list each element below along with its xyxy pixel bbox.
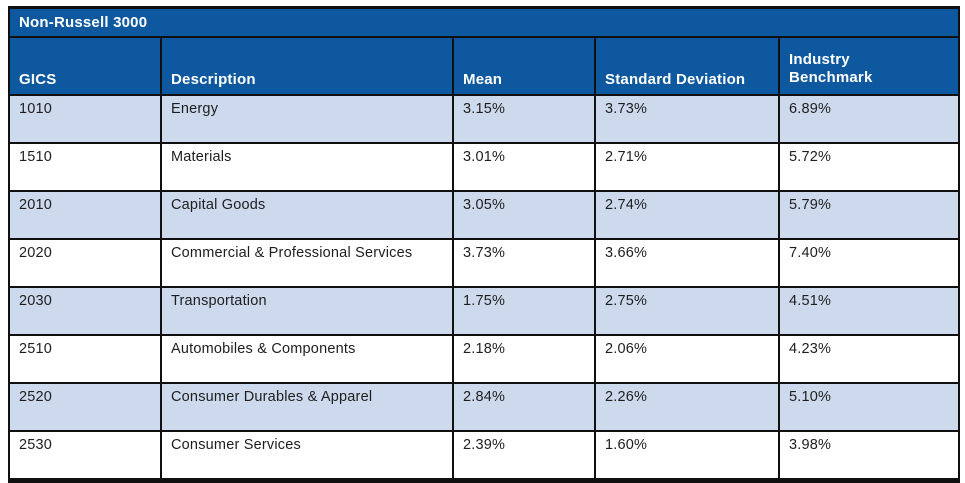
cell-description: Transportation bbox=[160, 286, 454, 336]
table-row: 2530 Consumer Services 2.39% 1.60% 3.98% bbox=[8, 430, 961, 482]
table-row: 2020 Commercial & Professional Services … bbox=[8, 238, 961, 288]
column-header-mean: Mean bbox=[452, 36, 596, 96]
table-row: 2520 Consumer Durables & Apparel 2.84% 2… bbox=[8, 382, 961, 432]
table-title: Non-Russell 3000 bbox=[7, 6, 961, 38]
cell-standard-deviation: 3.66% bbox=[594, 238, 780, 288]
cell-industry-benchmark: 4.23% bbox=[777, 334, 961, 384]
cell-industry-benchmark: 5.79% bbox=[777, 190, 961, 240]
cell-mean: 3.01% bbox=[452, 142, 596, 192]
cell-mean: 2.39% bbox=[452, 430, 596, 482]
cell-industry-benchmark: 6.89% bbox=[777, 94, 961, 144]
cell-description: Consumer Durables & Apparel bbox=[160, 382, 454, 432]
cell-gics: 2010 bbox=[8, 190, 162, 240]
cell-description: Automobiles & Components bbox=[160, 334, 454, 384]
table-row: 2010 Capital Goods 3.05% 2.74% 5.79% bbox=[8, 190, 961, 240]
table-row: 1010 Energy 3.15% 3.73% 6.89% bbox=[8, 94, 961, 144]
table-title-row: Non-Russell 3000 bbox=[7, 6, 961, 38]
cell-industry-benchmark: 4.51% bbox=[777, 286, 961, 336]
table-header-row: GICS Description Mean Standard Deviation… bbox=[8, 36, 961, 96]
cell-gics: 1010 bbox=[8, 94, 162, 144]
table-row: 2510 Automobiles & Components 2.18% 2.06… bbox=[8, 334, 961, 384]
cell-mean: 1.75% bbox=[452, 286, 596, 336]
column-header-standard-deviation: Standard Deviation bbox=[594, 36, 780, 96]
cell-standard-deviation: 3.73% bbox=[594, 94, 780, 144]
cell-gics: 2520 bbox=[8, 382, 162, 432]
table-row: 1510 Materials 3.01% 2.71% 5.72% bbox=[8, 142, 961, 192]
cell-gics: 2510 bbox=[8, 334, 162, 384]
cell-industry-benchmark: 3.98% bbox=[777, 430, 961, 482]
cell-industry-benchmark: 5.72% bbox=[777, 142, 961, 192]
cell-gics: 1510 bbox=[8, 142, 162, 192]
column-header-gics: GICS bbox=[8, 36, 162, 96]
cell-description: Capital Goods bbox=[160, 190, 454, 240]
cell-description: Consumer Services bbox=[160, 430, 454, 482]
cell-standard-deviation: 2.71% bbox=[594, 142, 780, 192]
cell-industry-benchmark: 7.40% bbox=[777, 238, 961, 288]
table-figure: Non-Russell 3000 GICS Description Mean S… bbox=[7, 6, 961, 483]
cell-standard-deviation: 2.75% bbox=[594, 286, 780, 336]
cell-mean: 2.18% bbox=[452, 334, 596, 384]
cell-standard-deviation: 2.26% bbox=[594, 382, 780, 432]
cell-description: Commercial & Professional Services bbox=[160, 238, 454, 288]
cell-mean: 3.05% bbox=[452, 190, 596, 240]
column-header-description: Description bbox=[160, 36, 454, 96]
cell-gics: 2020 bbox=[8, 238, 162, 288]
cell-gics: 2030 bbox=[8, 286, 162, 336]
column-header-industry-benchmark: Industry Benchmark bbox=[777, 36, 961, 96]
cell-standard-deviation: 1.60% bbox=[594, 430, 780, 482]
cell-mean: 3.73% bbox=[452, 238, 596, 288]
cell-gics: 2530 bbox=[8, 430, 162, 482]
table-row: 2030 Transportation 1.75% 2.75% 4.51% bbox=[8, 286, 961, 336]
cell-description: Energy bbox=[160, 94, 454, 144]
cell-mean: 3.15% bbox=[452, 94, 596, 144]
cell-mean: 2.84% bbox=[452, 382, 596, 432]
cell-industry-benchmark: 5.10% bbox=[777, 382, 961, 432]
non-russell-3000-table: Non-Russell 3000 GICS Description Mean S… bbox=[7, 6, 961, 483]
cell-standard-deviation: 2.06% bbox=[594, 334, 780, 384]
cell-standard-deviation: 2.74% bbox=[594, 190, 780, 240]
cell-description: Materials bbox=[160, 142, 454, 192]
